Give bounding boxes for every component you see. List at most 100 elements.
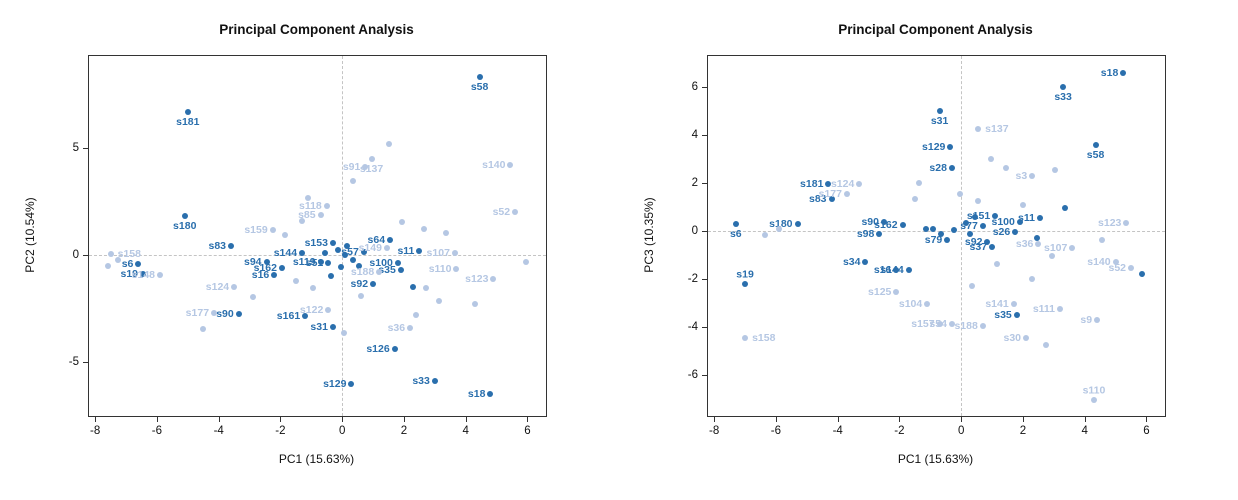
data-point [394, 259, 401, 266]
data-point [368, 155, 375, 162]
data-point [360, 249, 367, 256]
y-tick-mark [702, 231, 708, 233]
point-label: s34 [842, 256, 861, 269]
data-point [399, 219, 406, 226]
point-label: s161 [276, 310, 301, 323]
x-tick-mark [280, 416, 282, 422]
pca-panel-pc1-pc2: Principal Component Analysis PC2 (10.54%… [23, 22, 547, 466]
point-label: s37 [969, 240, 988, 253]
y-tick-label: -6 [687, 369, 698, 382]
data-point [350, 256, 356, 263]
data-point [916, 180, 923, 187]
x-tick-label: -2 [894, 425, 905, 437]
data-point [1029, 276, 1036, 283]
data-point [1043, 342, 1050, 349]
point-label: s129 [922, 140, 946, 153]
point-label: s54 [929, 317, 947, 330]
data-point [309, 285, 316, 292]
data-point [893, 289, 900, 296]
point-label: s52 [492, 206, 511, 219]
data-point [975, 198, 982, 205]
point-label: s19 [736, 268, 754, 281]
data-point [407, 325, 414, 332]
data-point [317, 211, 324, 218]
point-label: s158 [117, 247, 141, 260]
data-point [742, 280, 749, 287]
data-point [1061, 205, 1068, 212]
data-point [1033, 235, 1040, 242]
data-point [385, 140, 392, 147]
point-label: s188 [350, 266, 375, 279]
data-point [107, 251, 114, 258]
zero-y-gridline [708, 231, 1165, 233]
x-tick-label: -4 [832, 425, 843, 437]
data-point [376, 269, 383, 276]
data-point [856, 181, 863, 188]
data-point [200, 326, 207, 333]
zero-y-gridline [89, 255, 546, 257]
x-tick-mark [403, 416, 405, 422]
point-label: s181 [176, 115, 200, 128]
point-label: s33 [1054, 91, 1072, 104]
point-label: s83 [208, 239, 227, 252]
point-label: s158 [752, 331, 776, 344]
y-tick-mark [83, 362, 89, 364]
y-tick-mark [702, 375, 708, 377]
point-label: s19 [120, 267, 139, 280]
data-point [742, 334, 749, 341]
data-point [732, 221, 739, 227]
point-label: s9 [1080, 313, 1093, 326]
x-tick-label: 0 [339, 425, 346, 437]
data-point [794, 221, 801, 227]
point-label: s137 [359, 162, 384, 175]
data-point [329, 324, 336, 331]
data-point [292, 278, 299, 284]
y-tick-label: -2 [687, 273, 698, 286]
data-point [487, 390, 494, 397]
data-point [1138, 271, 1145, 278]
data-point [299, 217, 306, 224]
data-point [1029, 172, 1036, 179]
data-point [979, 323, 986, 329]
point-label: s177 [818, 187, 842, 200]
x-tick-label: 6 [524, 425, 531, 437]
point-label: s137 [985, 122, 1009, 135]
point-label: s94 [244, 255, 262, 268]
point-label: s149 [358, 241, 382, 254]
x-tick-mark [775, 416, 777, 422]
data-point [302, 313, 309, 320]
data-point [936, 108, 943, 115]
y-axis-label: PC3 (10.35%) [642, 197, 656, 273]
x-tick-label: -8 [709, 425, 720, 437]
data-point [323, 203, 330, 209]
point-label: s6 [729, 228, 742, 240]
x-tick-label: 2 [1019, 425, 1027, 437]
x-tick-label: 4 [462, 425, 469, 437]
data-point [211, 310, 218, 317]
point-label: s180 [769, 217, 793, 230]
point-label: s18 [467, 387, 486, 400]
y-axis-label: PC2 (10.54%) [23, 197, 37, 273]
data-point [905, 266, 912, 273]
data-point [938, 230, 945, 237]
data-point [263, 258, 270, 265]
plot-area: -8 -6 -4 -2 0 2 4 6 -5 0 5 s58 s181 s180 s83 s6 s19 s94 s1… [69, 55, 547, 437]
x-tick-label: 4 [1081, 425, 1088, 437]
point-label: s58 [470, 81, 489, 94]
point-label: s122 [299, 303, 324, 316]
data-point [282, 231, 289, 238]
x-tick-label: -4 [213, 425, 224, 437]
data-point [1098, 236, 1105, 243]
point-label: s100 [369, 256, 393, 269]
data-point [278, 265, 285, 272]
data-point [422, 285, 429, 292]
data-point [1092, 141, 1099, 148]
point-label: s83 [808, 192, 827, 205]
data-point [157, 271, 164, 278]
data-point [431, 377, 438, 384]
point-label: s177 [185, 306, 210, 319]
point-label: s159 [244, 223, 268, 236]
y-tick-label: 0 [691, 225, 698, 238]
y-tick-mark [702, 183, 708, 185]
data-point [948, 164, 955, 171]
